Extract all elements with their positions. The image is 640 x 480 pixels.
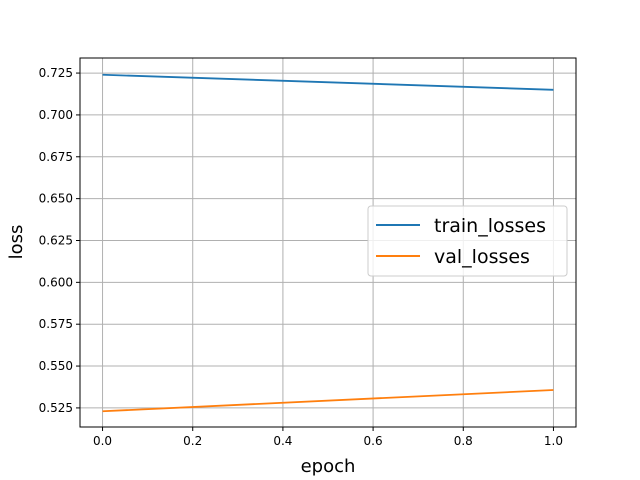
legend: train_losses val_losses: [367, 205, 568, 277]
x-tick-label: 0.0: [93, 434, 112, 448]
y-tick-label: 0.725: [39, 66, 73, 80]
y-tick-label: 0.700: [39, 108, 73, 122]
x-tick-label: 0.6: [364, 434, 383, 448]
y-axis-ticks: 0.525 0.550 0.575 0.600 0.625 0.650 0.675 0.700…: [39, 66, 80, 415]
series-line-train-losses: [102, 73, 554, 91]
series-lines: [102, 73, 554, 413]
series-line-val-losses: [102, 389, 554, 413]
x-axis-title: epoch: [301, 456, 356, 477]
y-tick-label: 0.525: [39, 401, 73, 415]
y-axis-title: loss: [6, 225, 27, 260]
plot-frame: [79, 57, 577, 428]
x-tick-label: 0.2: [183, 434, 202, 448]
y-tick-label: 0.650: [39, 192, 73, 206]
x-tick-label: 0.4: [273, 434, 292, 448]
x-tick-label: 0.8: [454, 434, 473, 448]
x-axis-ticks: 0.0 0.2 0.4 0.6 0.8 1.0: [93, 427, 563, 448]
y-tick-label: 0.625: [39, 233, 73, 247]
y-tick-label: 0.575: [39, 317, 73, 331]
legend-label-train-losses: train_losses: [434, 215, 546, 237]
legend-box: [367, 205, 568, 277]
y-tick-label: 0.550: [39, 359, 73, 373]
y-tick-label: 0.675: [39, 150, 73, 164]
legend-label-val-losses: val_losses: [434, 246, 530, 268]
y-tick-label: 0.600: [39, 275, 73, 289]
x-tick-label: 1.0: [544, 434, 563, 448]
